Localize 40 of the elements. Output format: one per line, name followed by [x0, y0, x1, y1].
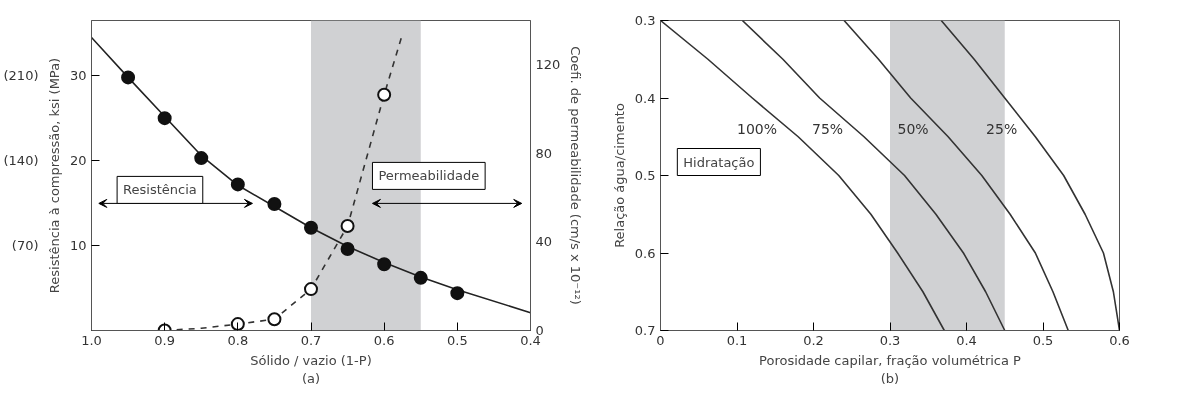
annotation: Resistência [123, 182, 197, 198]
y-tick-label: 0.5 [634, 168, 656, 183]
y-tick-label: 20 [69, 153, 87, 169]
y3-tick-label: (210) [3, 68, 39, 84]
text: (a) [301, 370, 321, 386]
y-tick-label: 0.3 [634, 13, 656, 28]
y2-tick-label: 40 [535, 234, 553, 250]
x-tick-label: 0.9 [154, 332, 176, 348]
annotation: Permeabilidade [378, 168, 480, 184]
x-tick-label: 0.4 [956, 332, 977, 348]
text: (b) [880, 370, 900, 386]
x-tick-label: 0.1 [726, 332, 748, 348]
y-tick-label: 0.6 [634, 245, 656, 261]
y2-tick-label: 120 [535, 57, 561, 73]
y-tick-label: 0.4 [634, 90, 656, 106]
y3-tick-label: (70) [11, 238, 39, 254]
y-tick-label: 10 [69, 238, 87, 254]
x-tick-label: 0.2 [803, 332, 824, 348]
x-tick-label: 1.0 [81, 332, 102, 348]
x-axis-title: Porosidade capilar, fração volumétrica P [759, 352, 1022, 368]
series-label: 100% [737, 121, 778, 137]
x-tick-label: 0.5 [447, 332, 468, 348]
x-tick-label: 0.6 [1109, 332, 1130, 348]
x-tick-label: 0 [656, 332, 665, 348]
x-tick-label: 0.8 [227, 332, 249, 348]
series-label: 25% [986, 121, 1018, 137]
y-axis-title: Relação água/cimento [611, 103, 627, 248]
series-label: 75% [812, 121, 844, 137]
y2-tick-label: 80 [535, 145, 553, 161]
series-label: 50% [897, 121, 929, 137]
y-axis-title: Resistência à compressão, ksi (MPa) [46, 57, 62, 294]
x-tick-label: 0.7 [300, 332, 322, 348]
x-tick-label: 0.5 [1032, 332, 1054, 348]
y2-axis-title: Coefi. de permeabilidade (cm/s x 10⁻¹²) [568, 46, 584, 305]
annotation: Hidratação [683, 154, 755, 170]
y-tick-label: 30 [69, 68, 87, 84]
x-tick-label: 0.3 [879, 332, 901, 348]
x-axis-title: Sólido / vazio (1-P) [250, 352, 372, 368]
x-tick-label: 0.6 [373, 332, 395, 348]
y3-tick-label: (140) [3, 153, 39, 169]
